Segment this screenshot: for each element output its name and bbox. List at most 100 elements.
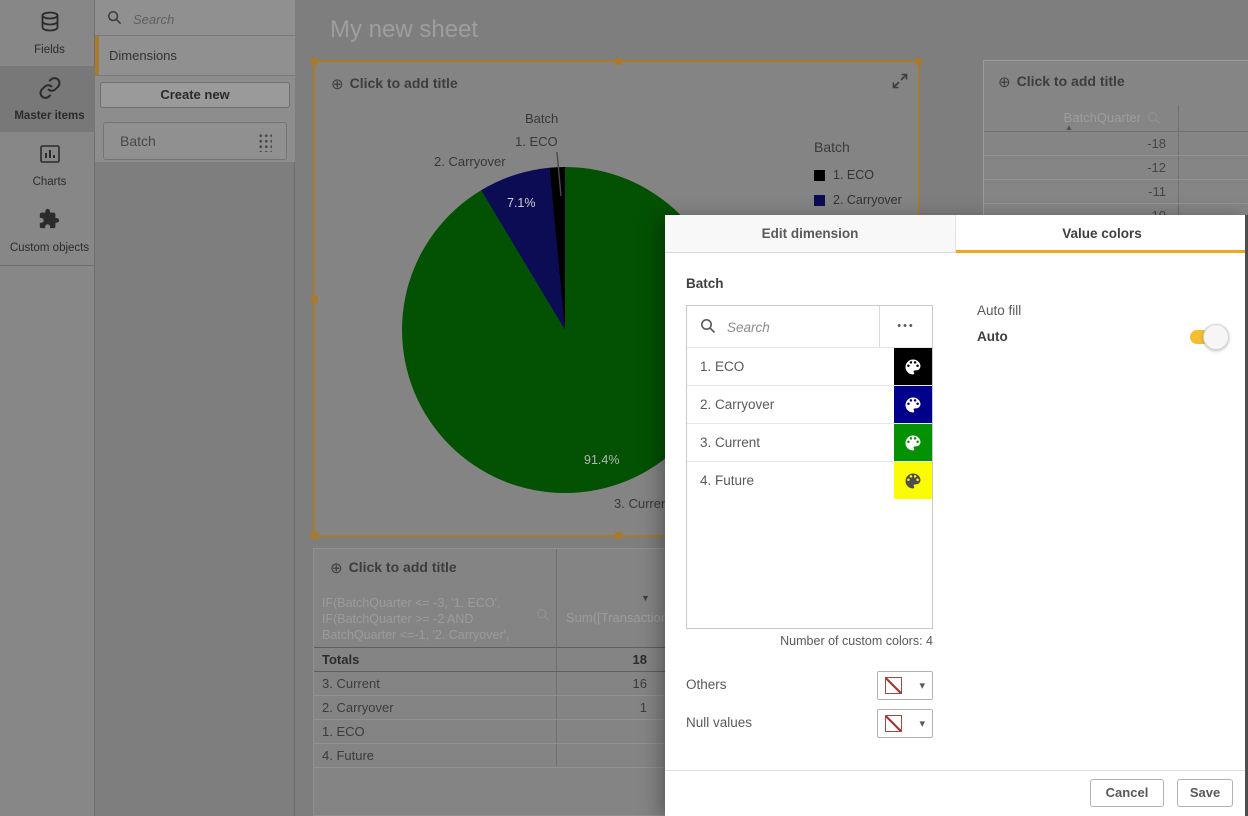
table-row[interactable]: -10 xyxy=(984,204,1248,218)
legend-item[interactable]: 1. ECO xyxy=(814,168,914,182)
sidebar-item-label: Master items xyxy=(14,110,85,122)
legend-title: Batch xyxy=(814,139,850,155)
widget-title[interactable]: ⊕ Click to add title xyxy=(998,73,1125,91)
sidebar-item-master-items[interactable]: Master items xyxy=(0,66,99,132)
pie-slice-label-carryover: 2. Carryover xyxy=(434,154,506,169)
pie-pct-carryover: 7.1% xyxy=(507,196,536,210)
column-divider xyxy=(1178,105,1179,218)
value-colors-dialog: Edit dimension Value colors Batch ••• 1.… xyxy=(665,215,1248,816)
no-color-icon xyxy=(885,677,902,694)
color-swatch-button[interactable] xyxy=(894,348,932,385)
column-divider xyxy=(556,549,557,766)
sidebar-item-custom-objects[interactable]: Custom objects xyxy=(0,198,99,264)
panel-search[interactable] xyxy=(95,0,295,36)
palette-icon xyxy=(905,397,921,412)
color-swatch-button[interactable] xyxy=(894,462,932,499)
chevron-down-icon: ▾ xyxy=(919,680,925,692)
label-leader-line xyxy=(556,151,562,197)
tab-edit-dimension[interactable]: Edit dimension xyxy=(665,215,956,253)
create-new-button[interactable]: Create new xyxy=(100,82,290,108)
color-swatch-button[interactable] xyxy=(894,424,932,461)
value-search[interactable]: ••• xyxy=(687,306,932,347)
palette-icon xyxy=(905,359,921,374)
value-list: ••• 1. ECO 2. Carryover 3. xyxy=(686,305,933,629)
link-icon xyxy=(38,76,62,100)
more-options-button[interactable]: ••• xyxy=(879,306,932,347)
resize-handle[interactable] xyxy=(615,58,622,65)
palette-icon xyxy=(905,473,921,488)
others-color-dropdown[interactable]: ▾ xyxy=(877,671,933,700)
totals-row: Totals 18 xyxy=(314,648,956,672)
database-icon xyxy=(38,10,62,34)
chevron-down-icon: ▾ xyxy=(919,718,925,730)
resize-handle[interactable] xyxy=(615,532,622,539)
fullscreen-icon[interactable] xyxy=(892,73,908,89)
sheet-title[interactable]: My new sheet xyxy=(330,16,479,43)
sidebar-item-charts[interactable]: Charts xyxy=(0,132,99,198)
widget-title[interactable]: ⊕ Click to add title xyxy=(331,75,458,93)
table-row[interactable]: 1. ECO xyxy=(314,720,956,744)
no-color-icon xyxy=(885,715,902,732)
legend-item[interactable]: 2. Carryover xyxy=(814,193,914,207)
dialog-tabs: Edit dimension Value colors xyxy=(665,215,1248,253)
dimensions-section-header[interactable]: Dimensions xyxy=(95,36,295,76)
search-icon xyxy=(701,319,716,334)
value-row-current[interactable]: 3. Current xyxy=(687,423,932,461)
widget-title[interactable]: ⊕ Click to add title xyxy=(330,559,457,577)
value-search-input[interactable] xyxy=(725,314,874,341)
table-row[interactable]: -12 xyxy=(984,156,1248,180)
toolbar-divider xyxy=(0,265,95,266)
drag-handle-icon[interactable] xyxy=(258,133,272,152)
measure-column-header[interactable]: Sum([Transaction xyxy=(566,610,669,625)
toggle-knob xyxy=(1203,324,1229,350)
table-row[interactable]: 3. Current 16 xyxy=(314,672,956,696)
auto-label: Auto xyxy=(977,329,1008,344)
palette-icon xyxy=(905,435,921,450)
value-row-future[interactable]: 4. Future xyxy=(687,461,932,499)
save-button[interactable]: Save xyxy=(1177,779,1233,807)
add-title-icon: ⊕ xyxy=(331,76,344,93)
resize-handle[interactable] xyxy=(915,58,922,65)
table-header[interactable]: BatchQuarter ▲ xyxy=(984,105,1248,132)
dimension-name-label: Batch xyxy=(686,276,724,291)
search-icon[interactable] xyxy=(536,608,550,622)
dimension-column-header[interactable]: IF(BatchQuarter <= -3, '1. ECO', IF(Batc… xyxy=(322,596,510,642)
sidebar-item-label: Custom objects xyxy=(9,242,90,254)
resize-handle[interactable] xyxy=(311,532,318,539)
table-row[interactable]: 2. Carryover 1 xyxy=(314,696,956,720)
resize-handle[interactable] xyxy=(311,58,318,65)
legend-swatch xyxy=(814,169,825,181)
table-row[interactable]: 4. Future xyxy=(314,744,956,768)
master-item-batch[interactable]: Batch xyxy=(103,122,287,160)
assets-panel: Dimensions Create new Batch xyxy=(95,0,295,816)
left-toolbar: Fields Master items Charts xyxy=(0,0,99,816)
add-title-icon: ⊕ xyxy=(330,560,343,577)
cancel-button[interactable]: Cancel xyxy=(1090,779,1164,807)
auto-toggle[interactable] xyxy=(1190,324,1229,350)
master-item-label: Batch xyxy=(120,133,156,149)
column-header-batchquarter[interactable]: BatchQuarter xyxy=(1063,110,1141,125)
table-row[interactable]: -11 xyxy=(984,180,1248,204)
sidebar-item-label: Fields xyxy=(34,44,65,56)
dimensions-section-label: Dimensions xyxy=(109,48,177,63)
batchquarter-table-widget[interactable]: ⊕ Click to add title BatchQuarter ▲ -18 -… xyxy=(983,60,1248,218)
null-values-color-dropdown[interactable]: ▾ xyxy=(877,709,933,738)
pie-dimension-label: Batch xyxy=(525,111,559,126)
search-icon[interactable] xyxy=(1147,111,1161,125)
table-row[interactable]: -18 xyxy=(984,132,1248,156)
active-section-indicator xyxy=(95,36,99,75)
pie-pct-current: 91.4% xyxy=(584,453,620,467)
sidebar-item-fields[interactable]: Fields xyxy=(0,0,99,66)
sort-descending-icon: ▼ xyxy=(641,593,650,603)
panel-search-input[interactable] xyxy=(131,6,285,32)
sidebar-item-label: Charts xyxy=(32,176,67,188)
resize-handle[interactable] xyxy=(311,296,318,303)
search-icon xyxy=(107,10,122,25)
puzzle-icon xyxy=(38,208,62,232)
tab-value-colors[interactable]: Value colors xyxy=(956,215,1248,253)
color-swatch-button[interactable] xyxy=(894,386,932,423)
value-row-eco[interactable]: 1. ECO xyxy=(687,347,932,385)
table-header[interactable]: IF(BatchQuarter <= -3, '1. ECO', IF(Batc… xyxy=(314,590,956,648)
value-row-carryover[interactable]: 2. Carryover xyxy=(687,385,932,423)
